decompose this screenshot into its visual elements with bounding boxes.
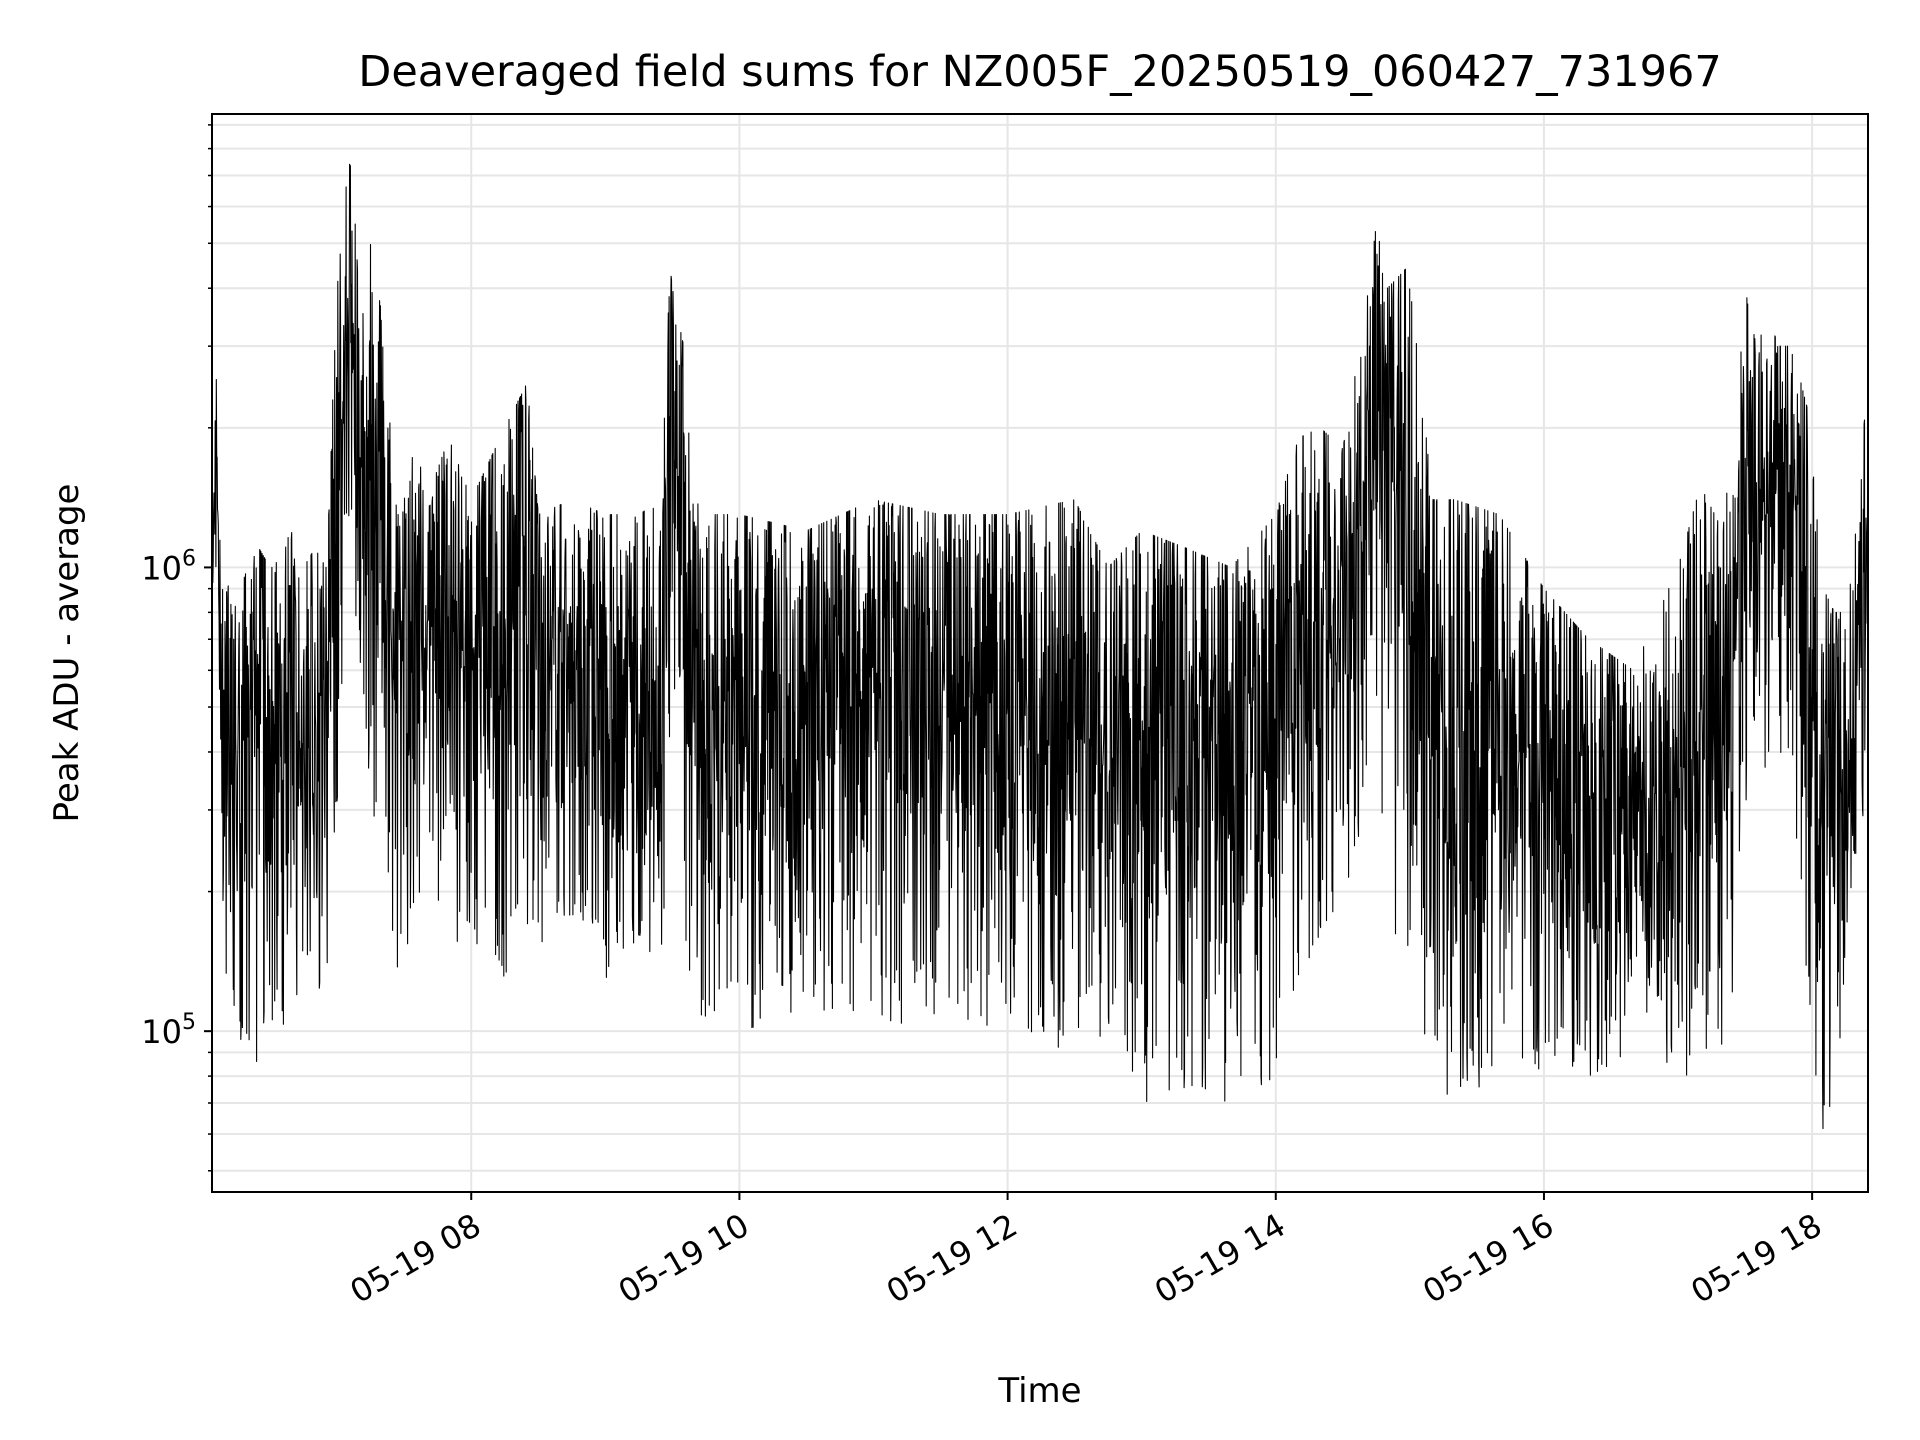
- x-axis-title: Time: [997, 1371, 1081, 1411]
- series-line: [212, 163, 1868, 1130]
- plot-area: [212, 163, 1868, 1130]
- chart-title: Deaveraged field sums for NZ005F_2025051…: [358, 47, 1722, 97]
- y-axis-title: Peak ADU - average: [47, 484, 87, 823]
- axes-frame: [211, 113, 1869, 1193]
- y-tick-label: 106: [141, 546, 196, 587]
- y-tick-label: 105: [141, 1010, 196, 1051]
